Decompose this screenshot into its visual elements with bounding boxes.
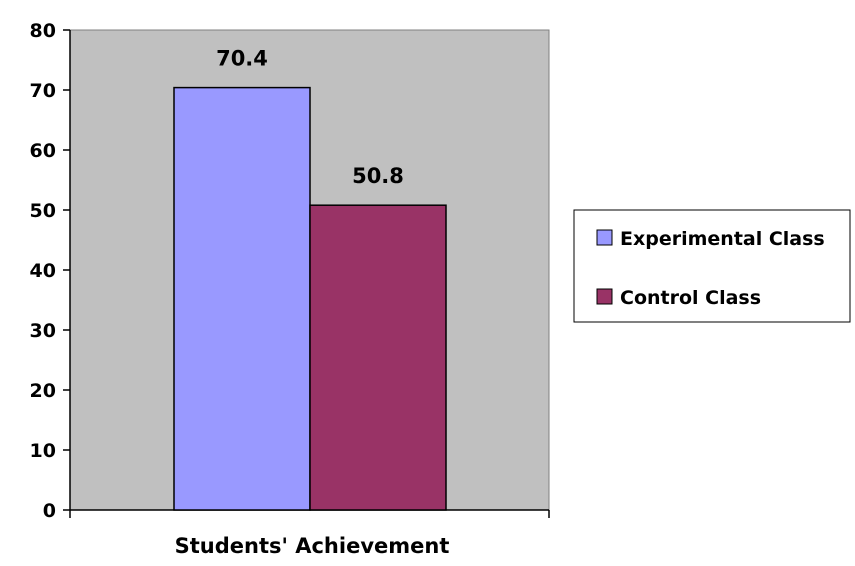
legend-swatch-experimental: [596, 229, 613, 246]
bar-experimental: [173, 86, 311, 511]
data-label-control: 50.8: [352, 164, 404, 188]
legend-label-control: Control Class: [620, 287, 761, 309]
legend-label-experimental: Experimental Class: [620, 228, 825, 250]
y-tick-label: 40: [30, 260, 56, 282]
y-ticks: 0 10 20 30 40 50 60 70 80: [30, 20, 70, 522]
legend-swatch-control: [596, 288, 613, 305]
y-tick-label: 0: [43, 500, 56, 522]
y-tick-label: 60: [30, 140, 56, 162]
y-tick-label: 10: [30, 440, 56, 462]
data-label-experimental: 70.4: [216, 47, 268, 71]
legend-box: [573, 209, 851, 323]
data-labels: 70.4 50.8: [216, 47, 404, 189]
y-tick-label: 80: [30, 20, 56, 42]
x-axis-label: Students' Achievement: [175, 534, 450, 558]
bars: [173, 86, 447, 511]
y-tick-label: 30: [30, 320, 56, 342]
bar-control: [309, 204, 447, 511]
y-tick-label: 70: [30, 80, 56, 102]
y-tick-label: 20: [30, 380, 56, 402]
y-tick-label: 50: [30, 200, 56, 222]
legend: Experimental Class Control Class: [573, 209, 851, 323]
